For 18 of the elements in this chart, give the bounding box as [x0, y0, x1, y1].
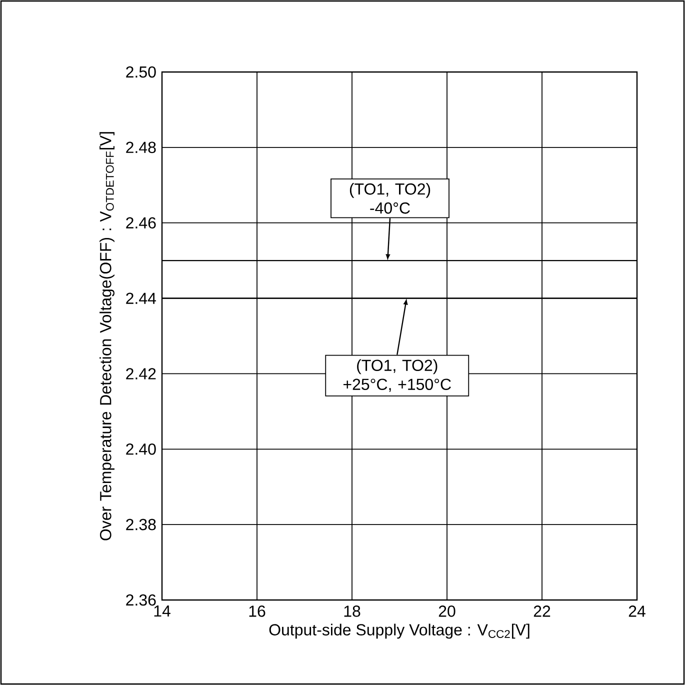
annotation: (TO1, TO2) +25°C, +150°C [343, 359, 451, 392]
x-tick-label: 18 [344, 606, 360, 617]
y-axis-title: Over Temperature Detection Voltage(OFF) : V$_{OTDETOFF}$[V] [100, 132, 114, 540]
x-tick-label: 24 [628, 606, 646, 617]
y-tick-label: 2.44 [126, 292, 156, 304]
annotation: (TO1, TO2) -40°C [350, 182, 430, 214]
x-tick-label: 16 [249, 606, 266, 617]
y-tick-label: 2.50 [126, 66, 156, 78]
x-tick-label: 22 [534, 606, 550, 617]
y-tick-label: 2.38 [126, 518, 156, 530]
x-axis-title: Output-side Supply Voltage : V$_{CC2}$[V] [269, 624, 530, 639]
x-tick-label: 20 [438, 606, 456, 617]
y-tick-label: 2.48 [126, 142, 156, 154]
y-tick-label: 2.46 [126, 217, 156, 229]
y-tick-label: 2.40 [126, 443, 156, 455]
x-tick-label: 14 [154, 606, 170, 617]
y-tick-label: 2.42 [126, 368, 156, 380]
y-tick-label: 2.36 [126, 594, 156, 606]
